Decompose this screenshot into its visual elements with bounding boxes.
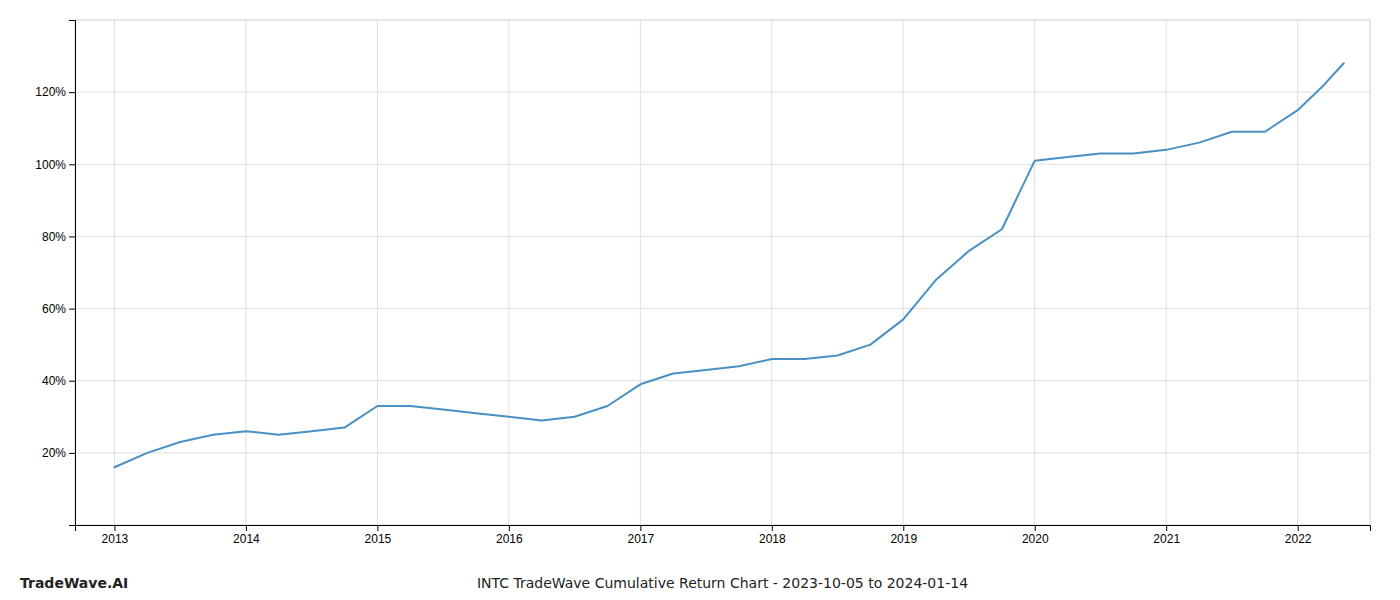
x-grid-line	[508, 20, 509, 525]
x-grid-line	[1166, 20, 1167, 525]
x-grid-line	[640, 20, 641, 525]
y-grid-line	[75, 164, 1370, 165]
y-tick-label: 80%	[42, 230, 66, 244]
x-tick-label: 2020	[1022, 532, 1049, 546]
x-tick-mark	[772, 525, 773, 531]
y-tick-label: 40%	[42, 374, 66, 388]
grid	[75, 20, 1370, 525]
x-tick-label: 2022	[1285, 532, 1312, 546]
x-tick-mark	[377, 525, 378, 531]
x-grid-line	[903, 20, 904, 525]
x-axis: 2013 2014 2015 2016 2017 2018 2019 2020 2021 2022	[76, 525, 1371, 546]
x-tick: 2013	[102, 525, 129, 546]
x-tick-label: 2018	[759, 532, 786, 546]
y-tick: 120%	[35, 85, 75, 99]
x-tick-mark	[640, 525, 641, 531]
x-grid-line	[1034, 20, 1035, 525]
y-tick-mark	[69, 309, 75, 310]
data-line	[114, 63, 1343, 467]
x-tick-mark	[903, 525, 904, 531]
y-tick-label: 60%	[42, 302, 66, 316]
x-tick-label: 2014	[233, 532, 260, 546]
x-tick: 2018	[759, 525, 786, 546]
x-tick: 2021	[1153, 525, 1180, 546]
plot-area	[114, 63, 1343, 467]
x-tick: 2016	[496, 525, 523, 546]
x-grid-line	[1297, 20, 1298, 525]
y-axis-line	[69, 21, 76, 526]
x-tick-mark	[1298, 525, 1299, 531]
y-tick-mark	[69, 92, 75, 93]
y-tick-mark	[69, 164, 75, 165]
x-axis-line	[76, 526, 1371, 532]
x-tick: 2015	[365, 525, 392, 546]
x-tick-label: 2019	[890, 532, 917, 546]
x-tick-label: 2016	[496, 532, 523, 546]
y-tick-label: 120%	[35, 85, 66, 99]
x-grid-line	[245, 20, 246, 525]
plot-frame	[75, 20, 1370, 525]
title: INTC TradeWave Cumulative Return Chart -…	[477, 575, 968, 591]
x-tick-mark	[114, 525, 115, 531]
y-grid-line	[75, 92, 1370, 93]
y-grid-line	[75, 380, 1370, 381]
chart: 2013 2014 2015 2016 2017 2018 2019 2020 2021 2022…	[0, 0, 1400, 600]
x-tick-mark	[1166, 525, 1167, 531]
y-tick-mark	[69, 453, 75, 454]
x-tick: 2020	[1022, 525, 1049, 546]
y-tick: 40%	[42, 374, 75, 388]
x-tick: 2014	[233, 525, 260, 546]
x-grid-line	[114, 20, 115, 525]
y-tick: 20%	[42, 446, 75, 460]
x-tick-label: 2021	[1153, 532, 1180, 546]
y-tick-mark	[69, 381, 75, 382]
x-grid-line	[771, 20, 772, 525]
x-tick-label: 2015	[365, 532, 392, 546]
x-tick-mark	[1035, 525, 1036, 531]
y-tick-label: 20%	[42, 446, 66, 460]
y-axis: 20% 40% 60% 80% 100% 120%	[35, 21, 75, 526]
watermark: TradeWave.AI	[20, 575, 128, 591]
x-tick: 2017	[627, 525, 654, 546]
y-tick-mark	[69, 236, 75, 237]
x-tick: 2019	[890, 525, 917, 546]
y-tick: 60%	[42, 302, 75, 316]
x-tick-label: 2013	[102, 532, 129, 546]
y-grid-line	[75, 308, 1370, 309]
y-grid-line	[75, 236, 1370, 237]
y-tick-label: 100%	[35, 158, 66, 172]
y-grid-line	[75, 452, 1370, 453]
y-tick: 80%	[42, 230, 75, 244]
y-tick: 100%	[35, 158, 75, 172]
x-tick-mark	[246, 525, 247, 531]
x-tick-mark	[509, 525, 510, 531]
x-tick-label: 2017	[627, 532, 654, 546]
x-grid-line	[377, 20, 378, 525]
x-tick: 2022	[1285, 525, 1312, 546]
